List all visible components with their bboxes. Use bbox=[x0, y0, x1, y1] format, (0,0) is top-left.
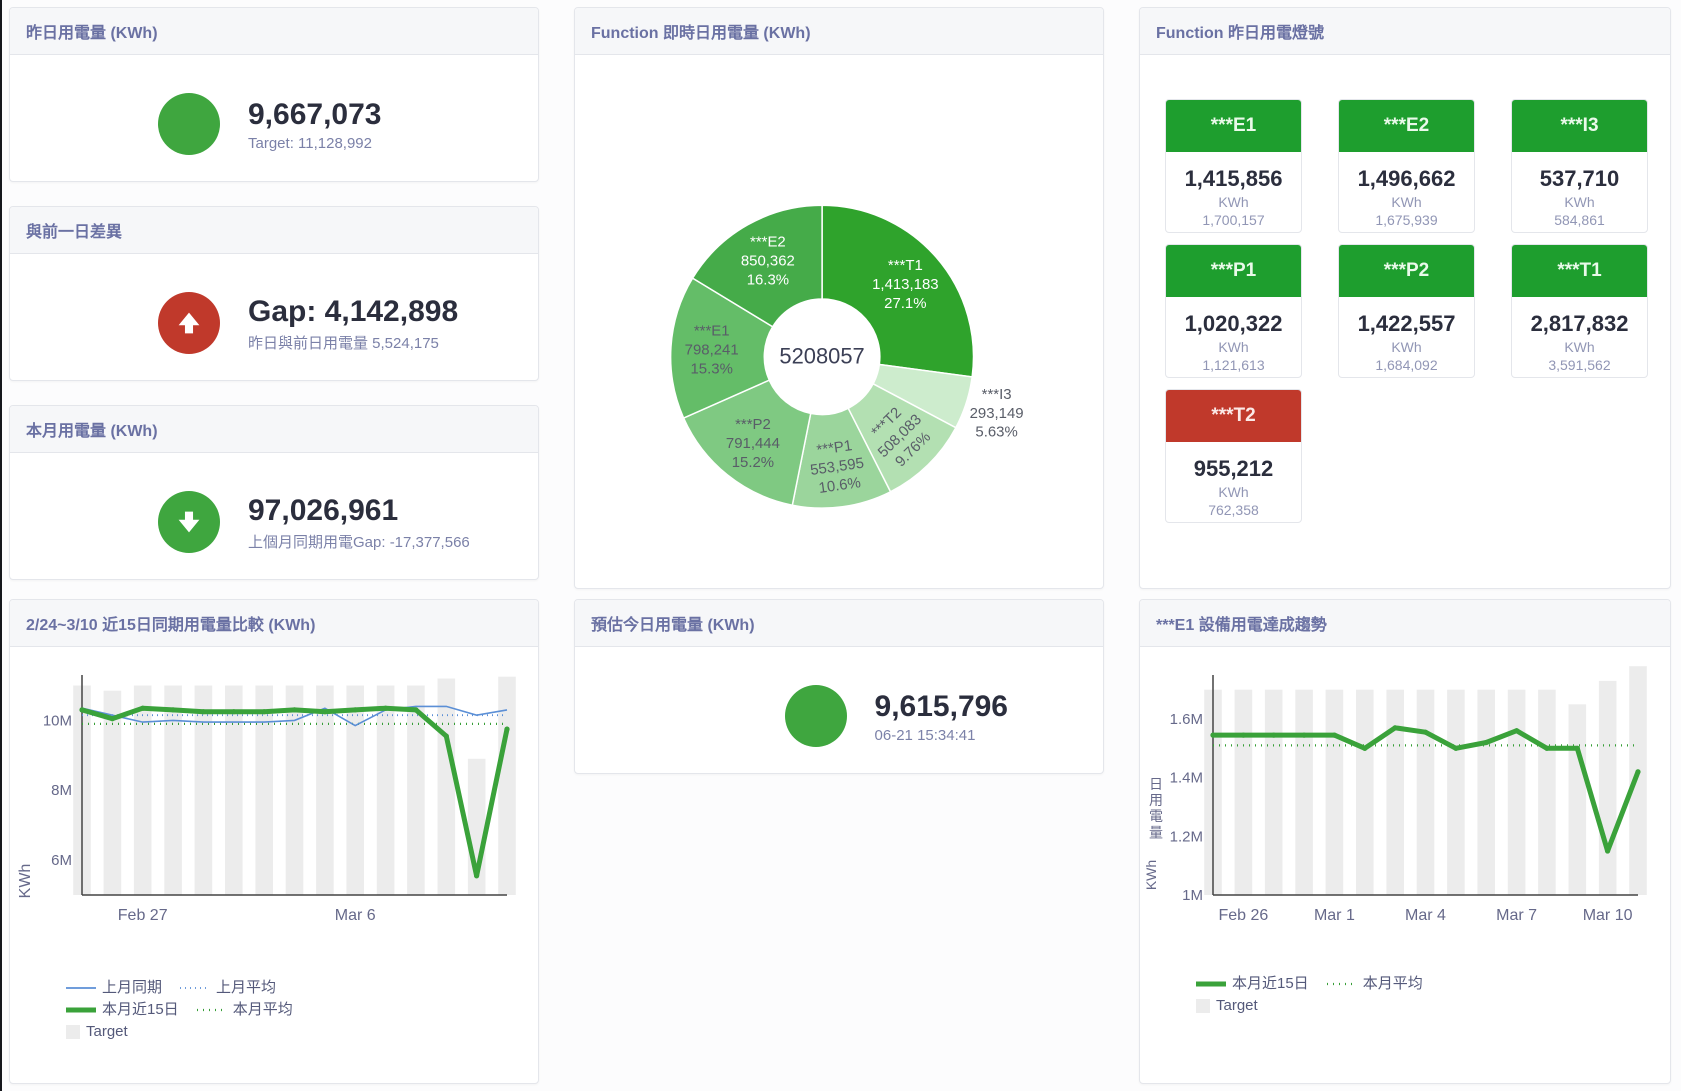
svg-text:Feb 27: Feb 27 bbox=[117, 907, 167, 924]
svg-text:***E2: ***E2 bbox=[750, 233, 786, 250]
svg-text:5208057: 5208057 bbox=[779, 343, 864, 368]
svg-text:1M: 1M bbox=[1182, 887, 1203, 904]
svg-text:Mar 10: Mar 10 bbox=[1582, 907, 1632, 924]
svg-text:KWh: KWh bbox=[1143, 860, 1159, 890]
svg-text:16.3%: 16.3% bbox=[747, 271, 789, 288]
svg-text:1.6M: 1.6M bbox=[1169, 711, 1202, 728]
svg-text:850,362: 850,362 bbox=[741, 252, 795, 269]
svg-text:798,241: 798,241 bbox=[685, 341, 739, 358]
svg-text:6M: 6M bbox=[51, 852, 72, 869]
svg-text:***I3: ***I3 bbox=[982, 385, 1012, 402]
svg-text:Mar 6: Mar 6 bbox=[334, 907, 375, 924]
svg-text:***E1: ***E1 bbox=[694, 322, 730, 339]
svg-text:Mar 7: Mar 7 bbox=[1496, 907, 1537, 924]
svg-text:8M: 8M bbox=[51, 782, 72, 799]
svg-text:27.1%: 27.1% bbox=[884, 294, 926, 311]
svg-text:***P2: ***P2 bbox=[735, 416, 771, 433]
svg-text:量: 量 bbox=[1149, 824, 1163, 840]
svg-text:293,149: 293,149 bbox=[970, 404, 1024, 421]
svg-text:15.3%: 15.3% bbox=[691, 360, 733, 377]
svg-text:5.63%: 5.63% bbox=[975, 423, 1017, 440]
svg-text:電: 電 bbox=[1149, 808, 1163, 824]
svg-text:Mar 1: Mar 1 bbox=[1313, 907, 1354, 924]
svg-text:Feb 26: Feb 26 bbox=[1218, 907, 1268, 924]
svg-text:Mar 4: Mar 4 bbox=[1405, 907, 1446, 924]
svg-text:1,413,183: 1,413,183 bbox=[872, 275, 938, 292]
svg-text:***T1: ***T1 bbox=[888, 256, 923, 273]
svg-text:10M: 10M bbox=[42, 712, 71, 729]
svg-text:用: 用 bbox=[1149, 792, 1163, 808]
svg-text:KWh: KWh bbox=[17, 864, 34, 899]
svg-text:15.2%: 15.2% bbox=[732, 453, 774, 470]
svg-text:日: 日 bbox=[1149, 776, 1163, 792]
svg-text:791,444: 791,444 bbox=[726, 434, 780, 451]
